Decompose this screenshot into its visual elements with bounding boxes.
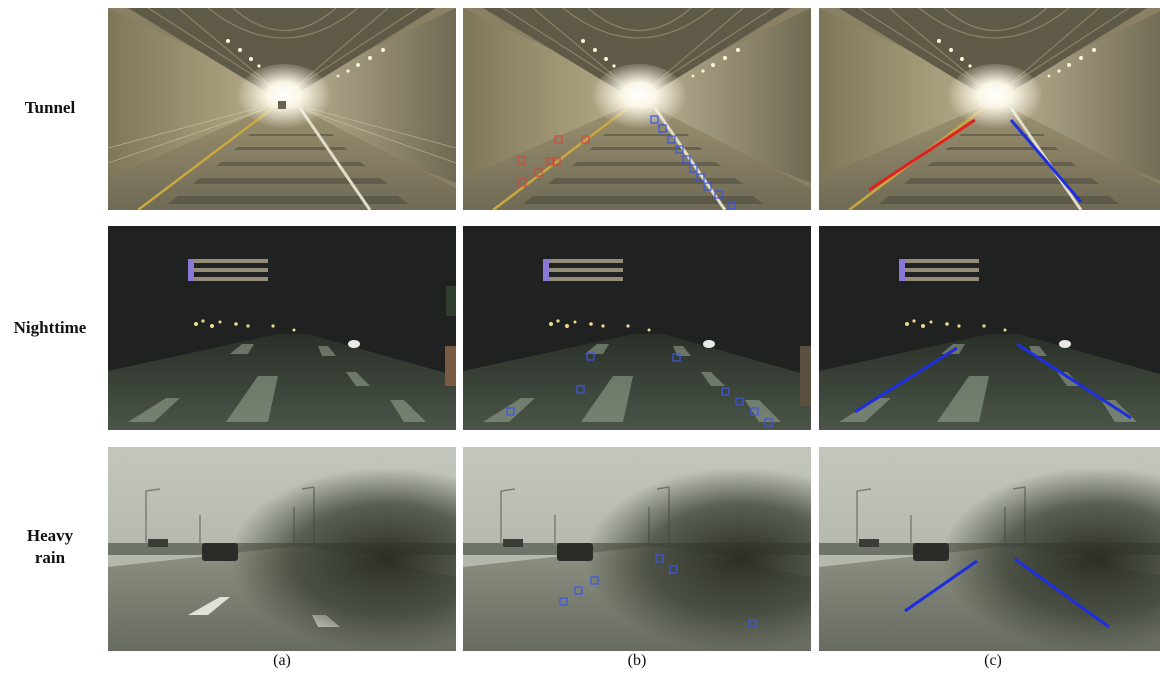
red-marker — [546, 157, 555, 166]
blue-marker — [650, 115, 659, 124]
row-label-line: Heavy — [26, 526, 74, 545]
nighttime-image — [819, 226, 1160, 430]
red-marker — [554, 135, 563, 144]
blue-marker — [658, 124, 667, 133]
blue-marker — [586, 352, 595, 361]
row-label-line: Tunnel — [24, 98, 76, 117]
column-label-b: (b) — [627, 652, 647, 669]
red-marker — [552, 157, 561, 166]
row-label-nighttime: Nighttime — [0, 317, 100, 339]
tunnel-image — [463, 8, 811, 210]
blue-marker — [689, 164, 698, 173]
panel-rain-c — [819, 447, 1160, 651]
blue-lane-markers — [559, 554, 757, 628]
blue-marker — [506, 407, 515, 416]
blue-marker — [655, 554, 664, 563]
heavy-rain-image — [819, 447, 1160, 651]
row-label-line: Nighttime — [13, 318, 87, 337]
blue-marker — [576, 385, 585, 394]
heavy-rain-image — [108, 447, 456, 651]
blue-marker — [667, 135, 676, 144]
panel-nighttime-b — [463, 226, 811, 430]
red-marker — [534, 168, 543, 177]
row-label-line: rain — [34, 548, 66, 567]
heavy-rain-image — [463, 447, 811, 651]
detected-right-lane — [1016, 342, 1132, 420]
blue-marker — [574, 586, 583, 595]
blue-marker — [669, 565, 678, 574]
blue-lane-markers — [650, 115, 736, 210]
panel-tunnel-c — [819, 8, 1160, 210]
red-marker — [518, 178, 527, 187]
blue-marker — [748, 619, 757, 628]
panel-tunnel-a — [108, 8, 456, 210]
blue-marker — [721, 387, 730, 396]
column-label-c: (c) — [984, 652, 1002, 669]
blue-marker — [714, 190, 723, 199]
red-lane-markers — [517, 135, 590, 187]
detected-left-lane — [854, 346, 958, 414]
panel-tunnel-b — [463, 8, 811, 210]
blue-marker — [682, 155, 691, 164]
blue-marker — [735, 397, 744, 406]
panel-nighttime-c — [819, 226, 1160, 430]
blue-marker — [750, 407, 759, 416]
column-label-a: (a) — [273, 652, 291, 669]
red-marker — [581, 135, 590, 144]
detected-left-lane — [868, 118, 976, 192]
blue-marker — [559, 597, 568, 606]
blue-marker — [764, 418, 773, 427]
blue-marker — [696, 173, 705, 182]
blue-marker — [703, 182, 712, 191]
row-label-tunnel: Tunnel — [0, 97, 100, 119]
tunnel-image — [108, 8, 456, 210]
tunnel-image — [819, 8, 1160, 210]
blue-marker — [590, 576, 599, 585]
blue-marker — [675, 145, 684, 154]
blue-marker — [727, 201, 736, 210]
detected-left-lane — [904, 559, 978, 613]
detected-right-lane — [1009, 119, 1083, 203]
blue-marker — [672, 353, 681, 362]
nighttime-image — [108, 226, 456, 430]
row-label-heavy-rain: Heavy rain — [0, 525, 100, 569]
blue-lane-markers — [506, 352, 773, 427]
panel-rain-a — [108, 447, 456, 651]
panel-rain-b — [463, 447, 811, 651]
nighttime-image — [463, 226, 811, 430]
panel-nighttime-a — [108, 226, 456, 430]
detected-right-lane — [1014, 557, 1110, 629]
red-marker — [517, 156, 526, 165]
